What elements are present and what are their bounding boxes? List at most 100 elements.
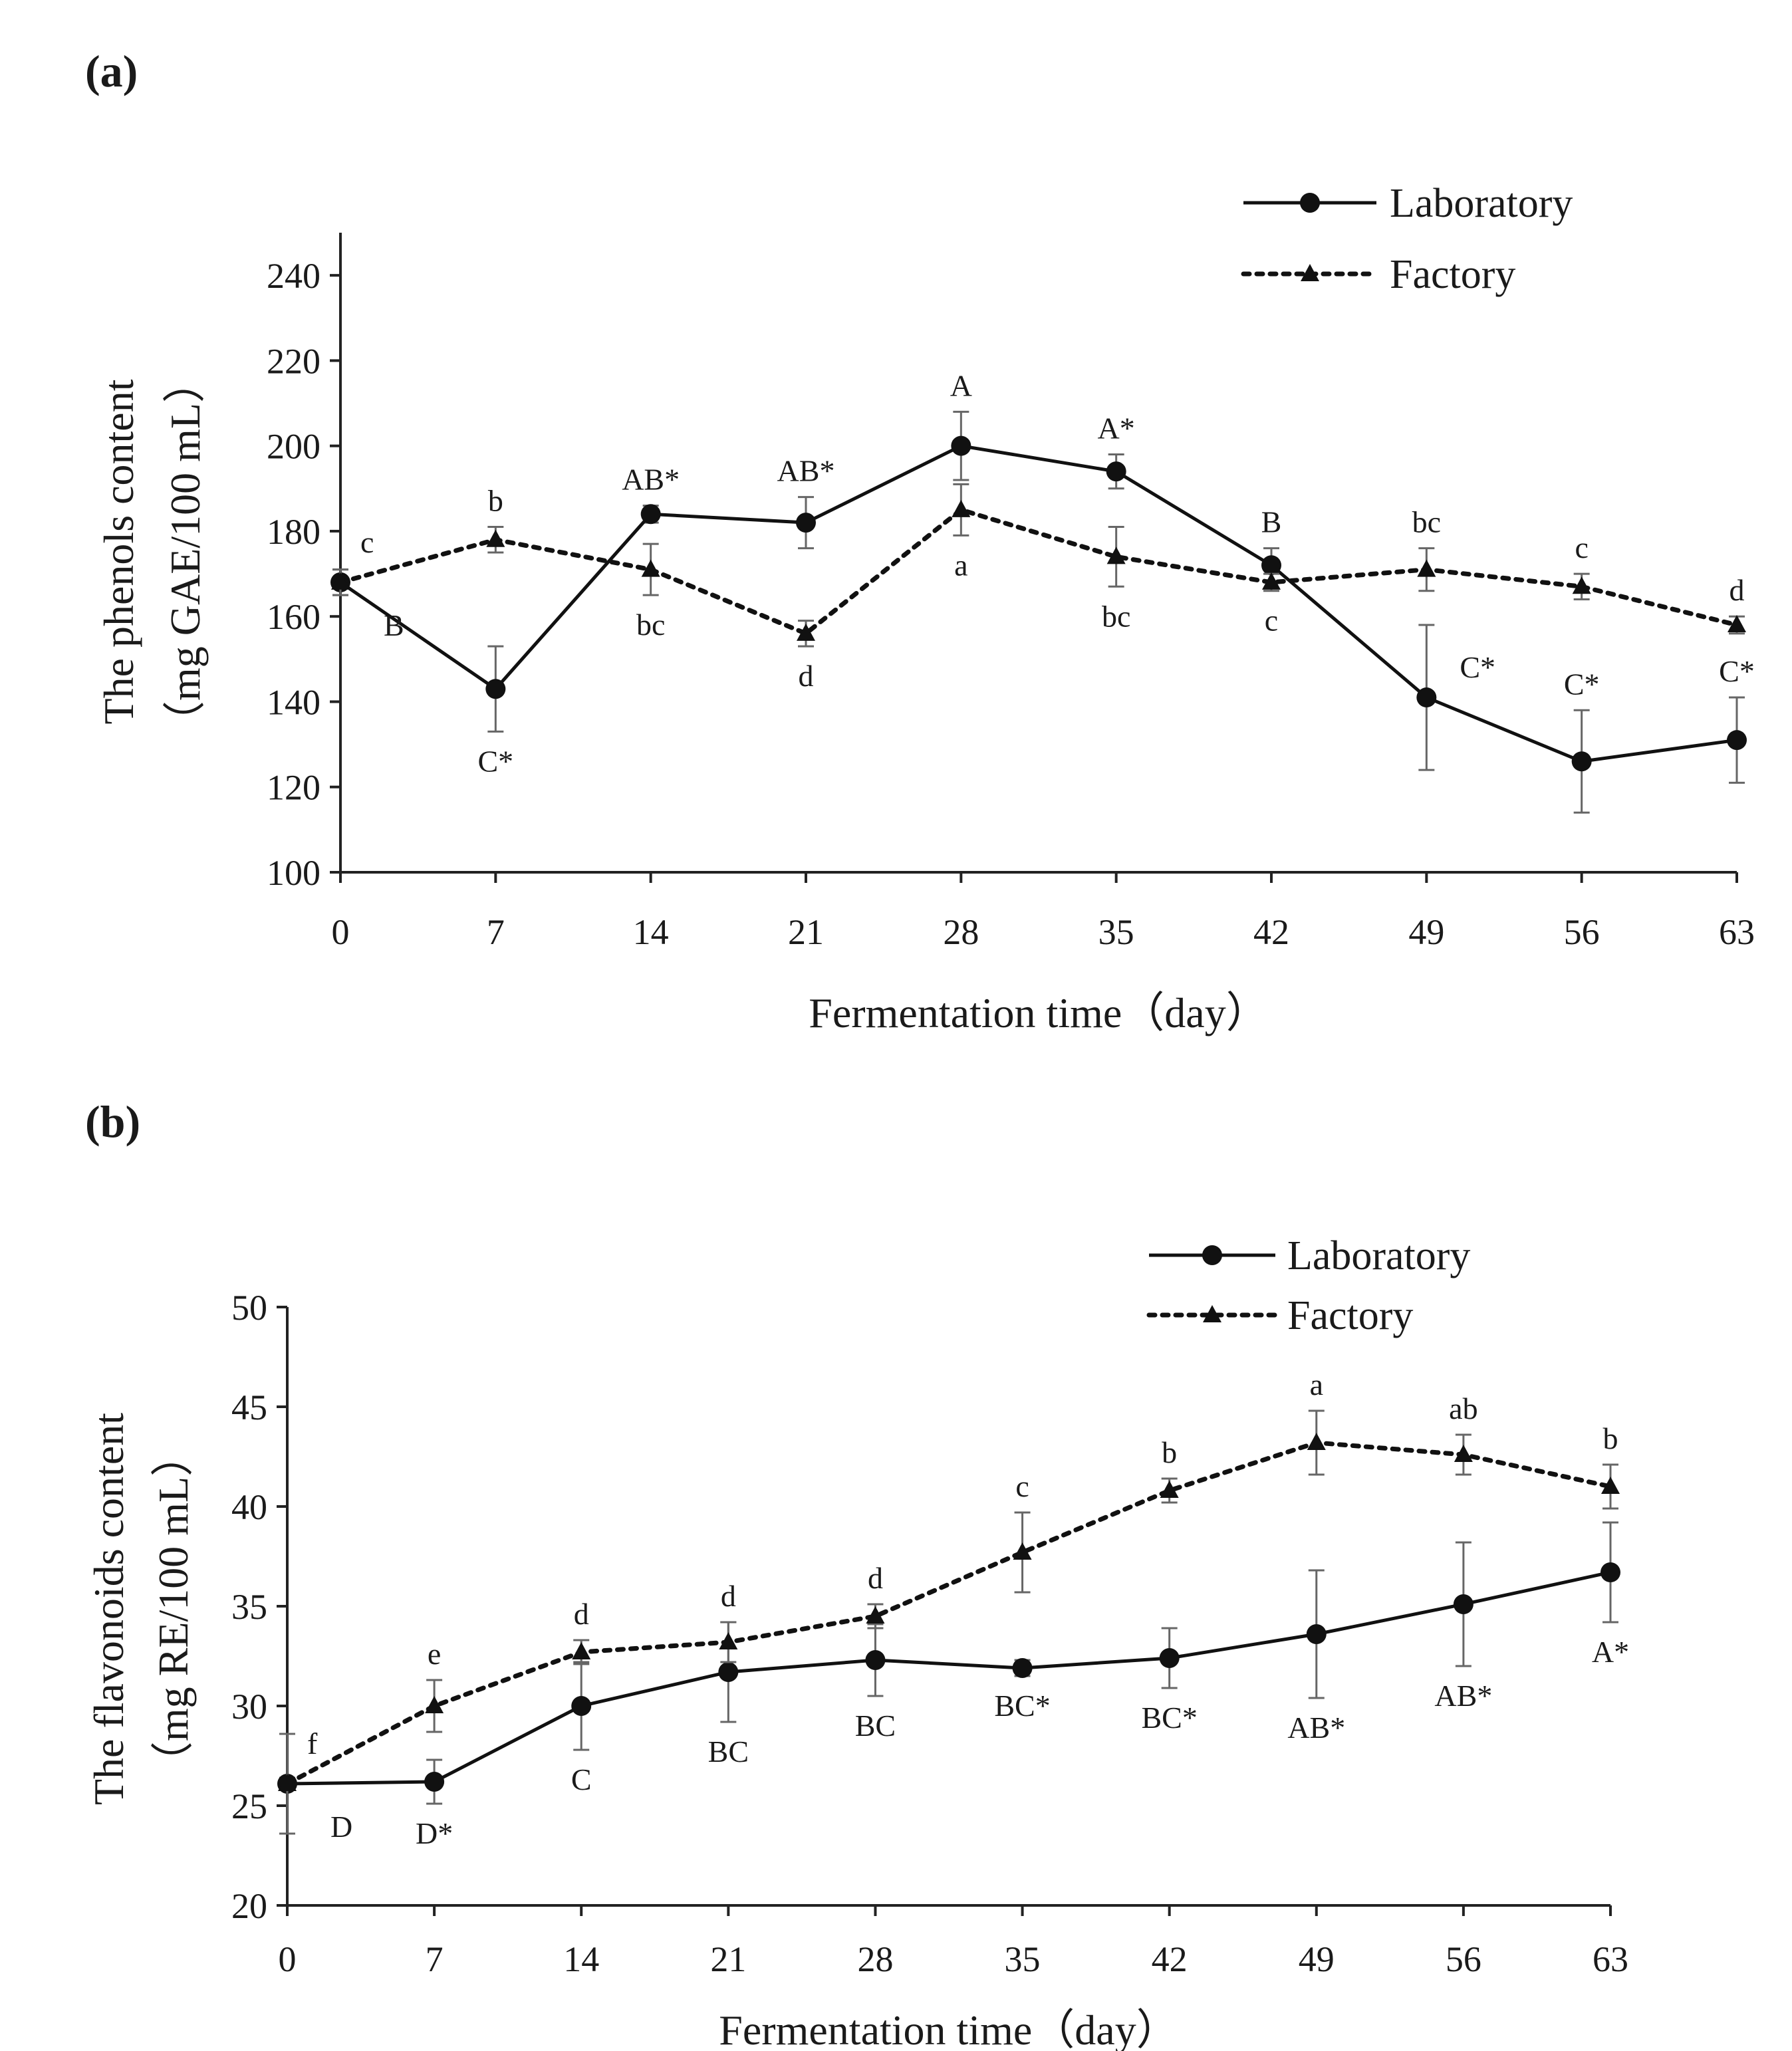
x-tick-label: 21 bbox=[710, 1939, 746, 1979]
significance-label: C bbox=[571, 1762, 592, 1796]
data-point bbox=[571, 1696, 591, 1716]
y-tick-label: 40 bbox=[231, 1487, 267, 1527]
chart-panel-a: (a) 100 120 140 160 180 200 220 240 0 7 14 21 28 35 42 4… bbox=[85, 46, 1755, 1036]
series-laboratory: BC*AB* AB*AA*BC* C* C* bbox=[330, 368, 1755, 812]
x-tick-label: 35 bbox=[1098, 912, 1134, 952]
y-axis-unit: （mg GAE/100 mL） bbox=[162, 360, 209, 743]
y-tick-label: 180 bbox=[267, 512, 320, 552]
x-axis-title: Fermentation time（day） bbox=[719, 2006, 1178, 2051]
data-point bbox=[1307, 1624, 1327, 1644]
significance-label: c bbox=[1015, 1469, 1029, 1503]
significance-label: c bbox=[360, 525, 374, 559]
x-tick-label: 7 bbox=[426, 1939, 444, 1979]
y-tick-label: 45 bbox=[231, 1387, 267, 1427]
series-line bbox=[287, 1572, 1610, 1784]
data-point bbox=[951, 436, 971, 456]
x-tick-label: 14 bbox=[563, 1939, 599, 1979]
x-tick-label: 49 bbox=[1408, 912, 1444, 952]
series-line bbox=[340, 510, 1737, 634]
y-axis-unit: （mg RE/100 mL） bbox=[150, 1434, 197, 1784]
x-tick-label: 14 bbox=[633, 912, 669, 952]
y-tick-label: 140 bbox=[267, 682, 320, 722]
significance-label: d bbox=[868, 1561, 883, 1595]
x-axis-title: Fermentation time（day） bbox=[809, 989, 1268, 1036]
data-point bbox=[1416, 687, 1436, 707]
legend-label: Factory bbox=[1390, 252, 1515, 297]
figure: (a)1001201401601802002202400 7 14 21 28 35 42 4… bbox=[0, 0, 1792, 2051]
y-tick-label: 30 bbox=[231, 1687, 267, 1727]
significance-label: A* bbox=[1098, 411, 1135, 445]
data-point bbox=[952, 500, 970, 517]
x-tick-label: 21 bbox=[788, 912, 824, 952]
significance-label: d bbox=[721, 1579, 736, 1613]
y-tick-label: 100 bbox=[267, 853, 320, 893]
data-point bbox=[572, 1642, 590, 1659]
data-point bbox=[1106, 461, 1126, 481]
x-tick-label: 0 bbox=[332, 912, 350, 952]
data-point bbox=[865, 1650, 885, 1670]
legend-item-factory: Factory bbox=[1243, 252, 1515, 297]
y-tick-label: 35 bbox=[231, 1587, 267, 1627]
significance-label: BC* bbox=[1141, 1701, 1197, 1735]
significance-label: c bbox=[1575, 531, 1588, 564]
significance-label: AB* bbox=[1434, 1679, 1492, 1713]
significance-label: a bbox=[1310, 1368, 1323, 1401]
data-point bbox=[485, 679, 505, 699]
data-point bbox=[718, 1662, 738, 1682]
significance-label: f bbox=[307, 1727, 318, 1760]
significance-label: B bbox=[1261, 505, 1282, 539]
significance-label: C* bbox=[477, 744, 513, 778]
y-tick-label: 50 bbox=[231, 1288, 267, 1328]
significance-label: e bbox=[428, 1637, 441, 1671]
x-tick-label: 63 bbox=[1593, 1939, 1628, 1979]
significance-label: d bbox=[1729, 573, 1745, 607]
data-point bbox=[1160, 1648, 1180, 1668]
legend-label: Laboratory bbox=[1390, 181, 1573, 226]
series-laboratory: D D*CBCBCBC* BC* AB*AB*A* bbox=[277, 1522, 1629, 1850]
significance-label: A* bbox=[1592, 1635, 1629, 1669]
x-tick-label: 42 bbox=[1253, 912, 1289, 952]
chart-panel-b: (b)202530354045500 7 14 21 28 35 42 49 56 63Ferme… bbox=[85, 1096, 1629, 2051]
legend-item-laboratory: Laboratory bbox=[1149, 1233, 1470, 1278]
data-point bbox=[641, 504, 661, 524]
data-point bbox=[1261, 555, 1281, 575]
data-point bbox=[1454, 1594, 1473, 1614]
y-tick-label: 160 bbox=[267, 597, 320, 637]
y-tick-label: 25 bbox=[231, 1786, 267, 1826]
significance-label: a bbox=[954, 548, 967, 582]
y-axis-title: The phenols content bbox=[95, 379, 142, 724]
data-point bbox=[1417, 560, 1436, 577]
y-axis-title: The flavonoids content bbox=[85, 1413, 132, 1805]
data-point bbox=[1727, 730, 1747, 750]
significance-label: AB* bbox=[777, 454, 835, 488]
significance-label: A bbox=[950, 368, 972, 402]
significance-label: BC bbox=[708, 1735, 749, 1768]
significance-label: C* bbox=[1719, 654, 1755, 688]
x-tick-label: 0 bbox=[279, 1939, 297, 1979]
y-tick-label: 120 bbox=[267, 768, 320, 808]
x-tick-label: 56 bbox=[1564, 912, 1600, 952]
legend-item-laboratory: Laboratory bbox=[1243, 181, 1573, 226]
x-tick-label: 28 bbox=[857, 1939, 893, 1979]
legend-label: Laboratory bbox=[1287, 1233, 1470, 1278]
x-tick-label: 49 bbox=[1299, 1939, 1335, 1979]
data-point bbox=[1307, 1433, 1326, 1450]
data-point bbox=[1600, 1562, 1620, 1582]
legend-label: Factory bbox=[1287, 1293, 1413, 1338]
significance-label: AB* bbox=[622, 462, 680, 496]
x-tick-label: 28 bbox=[943, 912, 979, 952]
significance-label: D bbox=[330, 1810, 352, 1844]
significance-label: b bbox=[1603, 1421, 1618, 1455]
significance-label: ab bbox=[1449, 1391, 1477, 1425]
series-factory: fedddcbaabb bbox=[278, 1368, 1620, 1834]
significance-label: d bbox=[574, 1597, 589, 1631]
legend-marker bbox=[1202, 1245, 1222, 1265]
significance-label: D* bbox=[416, 1816, 453, 1850]
significance-label: d bbox=[799, 659, 814, 693]
significance-label: b bbox=[488, 484, 503, 518]
significance-label: B bbox=[384, 608, 404, 642]
significance-label: bc bbox=[1102, 599, 1130, 633]
panel-label: (a) bbox=[85, 46, 138, 96]
y-tick-label: 200 bbox=[267, 427, 320, 467]
data-point bbox=[486, 530, 505, 547]
